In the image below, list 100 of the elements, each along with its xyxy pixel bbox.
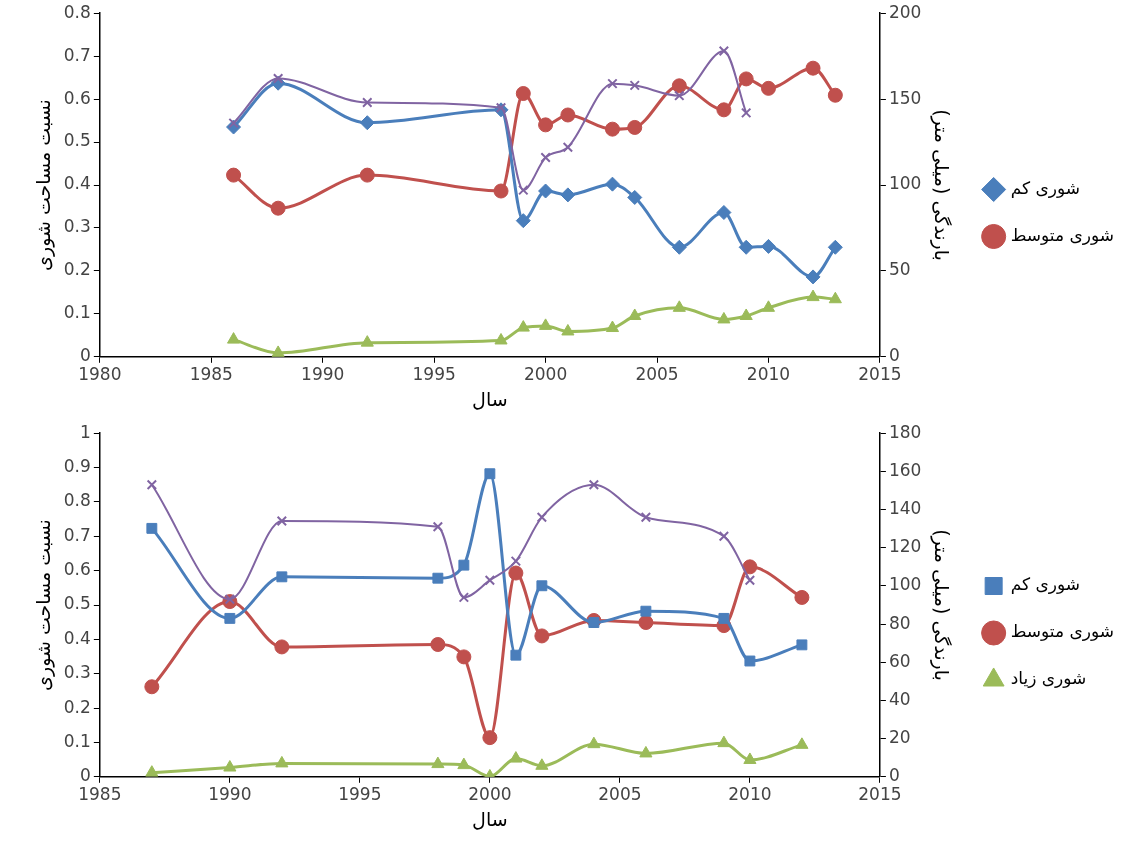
y-tick-label: 0.3 xyxy=(63,216,91,237)
point xyxy=(493,183,509,199)
x-tick-label: 1995 xyxy=(338,784,382,805)
x-axis-title: سال xyxy=(472,387,508,410)
y-tick-label: 0.2 xyxy=(63,259,91,280)
point xyxy=(534,628,550,644)
y2-tick-label: 0 xyxy=(888,765,900,786)
legend-label: شوری کم xyxy=(1010,177,1081,199)
point xyxy=(510,649,522,661)
point xyxy=(744,655,756,667)
point xyxy=(224,612,236,624)
point xyxy=(146,479,158,490)
point xyxy=(718,531,730,542)
x-axis-title: سال xyxy=(472,807,508,830)
y-tick-label: 0.7 xyxy=(63,44,91,65)
point xyxy=(805,269,821,285)
point xyxy=(738,71,754,87)
point xyxy=(827,87,843,103)
x-tick-label: 2000 xyxy=(468,784,512,805)
y2-tick-label: 200 xyxy=(888,1,922,22)
point xyxy=(275,755,289,768)
point xyxy=(639,745,653,758)
x-tick-label: 2010 xyxy=(746,364,791,385)
point xyxy=(672,300,686,312)
x-tick-label: 2010 xyxy=(728,784,772,805)
point xyxy=(640,511,652,523)
point xyxy=(560,187,576,203)
x-tick-label: 1980 xyxy=(78,364,122,385)
point xyxy=(607,78,618,89)
point xyxy=(276,571,288,583)
point xyxy=(716,102,732,118)
y-tick-label: 0.2 xyxy=(63,696,91,717)
point xyxy=(516,320,530,332)
point xyxy=(274,639,290,655)
legend-label: شوری کم xyxy=(1010,574,1081,596)
point xyxy=(561,323,575,336)
y-tick-label: 0.1 xyxy=(63,730,91,751)
point xyxy=(761,300,776,312)
y-tick-label: 0.3 xyxy=(63,662,91,683)
x-tick-label: 1985 xyxy=(78,784,122,805)
x-tick-label: 2005 xyxy=(598,784,642,805)
point xyxy=(226,167,242,183)
x-tick-label: 1985 xyxy=(189,364,233,385)
y2-tick-label: 50 xyxy=(888,259,911,280)
point xyxy=(458,592,470,603)
x-tick-label: 2015 xyxy=(858,364,902,385)
y2-tick-label: 0 xyxy=(888,345,900,366)
point xyxy=(482,730,498,746)
legend-label: شوری زیاد xyxy=(1010,668,1087,689)
point xyxy=(145,765,159,777)
point xyxy=(740,107,752,119)
y2-tick-label: 40 xyxy=(888,688,911,709)
x-tick-label: 1990 xyxy=(208,784,252,805)
y-tick-label: 0 xyxy=(80,345,91,366)
point xyxy=(638,615,654,631)
y-tick-label: 0.1 xyxy=(63,302,91,323)
y-tick-label: 0.7 xyxy=(63,524,91,545)
point xyxy=(359,115,375,131)
point xyxy=(362,97,373,108)
point xyxy=(458,559,470,571)
legend-label: شوری متوسط xyxy=(1010,224,1115,245)
point xyxy=(508,565,524,581)
y-axis-title: نسبت مساحت شوری xyxy=(32,99,56,271)
point xyxy=(276,515,288,527)
point xyxy=(538,117,554,133)
point xyxy=(494,332,508,345)
point xyxy=(738,239,754,255)
point xyxy=(743,752,757,764)
y-tick-label: 0.6 xyxy=(63,559,91,580)
point xyxy=(224,594,236,605)
point xyxy=(716,204,732,220)
y-tick-label: 0.4 xyxy=(63,627,91,648)
point xyxy=(146,522,158,534)
point xyxy=(627,189,643,205)
y2-tick-label: 140 xyxy=(888,497,922,518)
point xyxy=(718,612,730,624)
point xyxy=(628,308,642,320)
y-tick-label: 0 xyxy=(80,765,91,786)
x-tick-label: 2000 xyxy=(523,364,568,385)
point xyxy=(796,639,808,651)
point xyxy=(562,141,574,153)
point xyxy=(227,332,241,344)
point xyxy=(640,605,652,617)
point xyxy=(827,239,843,255)
point xyxy=(430,637,446,653)
point xyxy=(538,183,554,199)
point xyxy=(510,555,522,567)
point xyxy=(536,580,548,592)
y-tick-label: 0.5 xyxy=(63,130,91,151)
y2-tick-label: 160 xyxy=(888,459,922,480)
y2-tick-label: 100 xyxy=(888,574,922,595)
point xyxy=(717,735,731,748)
point xyxy=(627,119,643,135)
point xyxy=(744,574,756,586)
point xyxy=(495,102,507,113)
point xyxy=(223,760,237,772)
x-tick-label: 1990 xyxy=(301,364,345,385)
y2-tick-label: 20 xyxy=(888,727,911,748)
y-tick-label: 0.8 xyxy=(63,490,91,511)
y2-tick-label: 100 xyxy=(888,173,922,194)
